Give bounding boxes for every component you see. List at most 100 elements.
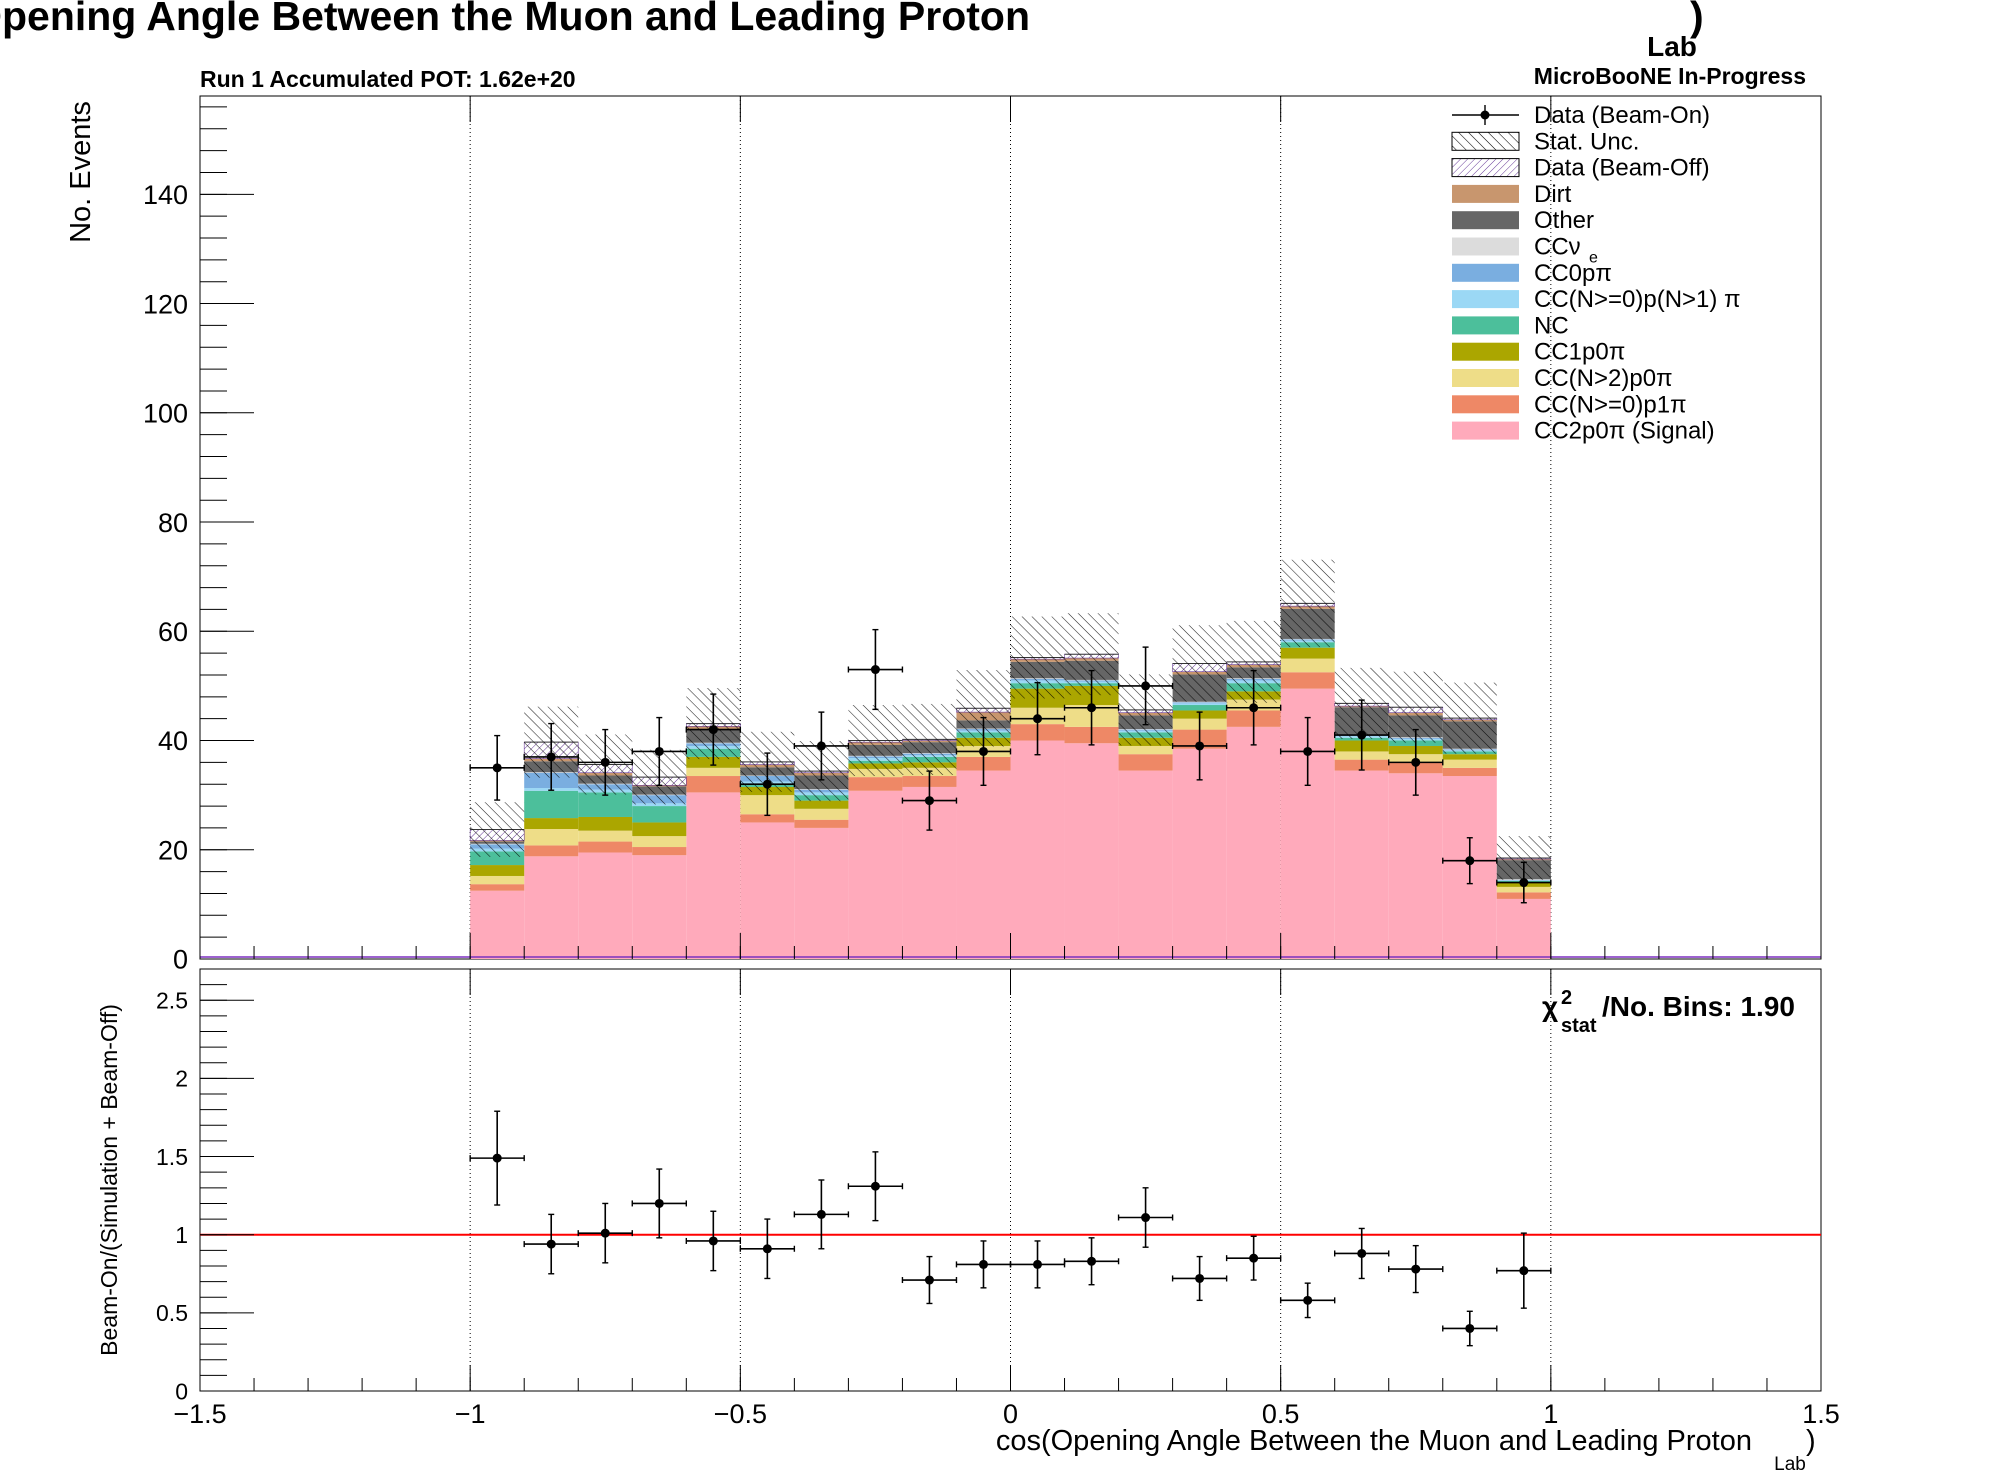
ratio-plot-panel: 0 0.5 1 1.5 2 2.5 −1.5 −1 −0.5 0 0.5 1 1.5 Beam-On/(… <box>96 968 1840 1472</box>
histogram-bar-segment <box>524 818 579 830</box>
chart-title: cos(Opening Angle Between the Muon and L… <box>0 0 1030 39</box>
ratio-point-marker <box>1087 1256 1097 1266</box>
data-point-marker <box>654 746 664 756</box>
legend-label: CC(N>=0)p(N>1) π <box>1534 286 1741 313</box>
histogram-bar-segment <box>1496 898 1551 959</box>
legend-label: CC(N>2)p0π <box>1534 365 1673 392</box>
histogram-bar-segment <box>632 806 687 823</box>
ratio-point-marker <box>1195 1273 1205 1283</box>
main-y-tick-label: 60 <box>158 617 188 647</box>
legend-swatch-stat-unc <box>1451 131 1520 151</box>
data-point-marker <box>1519 878 1529 888</box>
histogram-bar-segment <box>1226 726 1281 959</box>
chi2-label: χ 2 stat /No. Bins: 1.90 <box>1542 987 1795 1037</box>
ratio-y-tick-label: 2 <box>175 1066 188 1092</box>
legend-label: CC(N>=0)p1π <box>1534 391 1687 418</box>
chi2-value: /No. Bins: 1.90 <box>1602 991 1795 1022</box>
ratio-x-tick-label: −1.5 <box>173 1399 226 1429</box>
legend-swatch <box>1452 421 1519 440</box>
data-point-marker <box>1357 730 1367 740</box>
histogram-bar-segment <box>794 819 849 828</box>
ratio-xlabel-close: ) <box>1806 1425 1816 1457</box>
ratio-point-marker <box>1033 1259 1043 1269</box>
histogram-bar-segment <box>794 800 849 809</box>
main-y-tick-label: 100 <box>143 399 188 429</box>
run-label: Run 1 Accumulated POT: 1.62e+20 <box>200 66 576 92</box>
histogram-bar-segment <box>524 829 579 846</box>
data-point-marker <box>546 752 556 762</box>
legend-swatch <box>1452 237 1519 256</box>
legend-swatch <box>1452 290 1519 309</box>
ratio-y-tick-label: 1.5 <box>156 1144 188 1170</box>
ratio-y-tick-label: 0.5 <box>156 1300 188 1326</box>
histogram-bar-segment <box>1010 740 1065 959</box>
data-point-marker <box>1303 746 1313 756</box>
chart-title-close: ) <box>1690 0 1704 39</box>
histogram-bar-segment <box>848 777 903 791</box>
ratio-point-marker <box>924 1275 934 1285</box>
ratio-point-marker <box>816 1209 826 1219</box>
legend-swatch-beam-off <box>1451 158 1520 178</box>
histogram-bar-segment <box>1172 705 1227 711</box>
ratio-axes: 0 0.5 1 1.5 2 2.5 −1.5 −1 −0.5 0 0.5 1 1.5 <box>156 968 1840 1429</box>
data-point-marker <box>1087 703 1097 713</box>
data-point-marker <box>1141 681 1151 691</box>
data-point-marker <box>1195 741 1205 751</box>
histogram-bar-segment <box>1280 647 1335 659</box>
histogram-bar-segment <box>686 776 741 793</box>
histogram-bar-segment <box>470 865 525 876</box>
legend-swatch <box>1452 211 1519 230</box>
histogram-bar-segment <box>578 830 633 842</box>
legend-swatch <box>1452 395 1519 414</box>
ratio-point-marker <box>870 1181 880 1191</box>
main-y-tick-label: 20 <box>158 835 188 865</box>
chi2-symbol: χ <box>1542 991 1558 1022</box>
legend-label: Data (Beam-Off) <box>1534 155 1710 182</box>
legend-label: NC <box>1534 312 1569 339</box>
main-plot-panel: 0 20 40 60 80 100 120 140 No. Events Data (Beam… <box>65 95 1822 975</box>
legend-swatch <box>1452 342 1519 361</box>
histogram-bar-segment <box>470 890 525 959</box>
legend-swatch <box>1452 263 1519 282</box>
histogram-bar-segment <box>1118 754 1173 771</box>
chart-title-subscript: Lab <box>1647 31 1697 62</box>
legend-label: Data (Beam-On) <box>1534 102 1710 129</box>
histogram-bar-segment <box>578 792 633 817</box>
histogram-bar-segment <box>1280 658 1335 673</box>
main-y-tick-label: 0 <box>173 945 188 975</box>
legend-marker-dot <box>1480 110 1490 120</box>
ratio-y-tick-label: 2.5 <box>156 988 188 1014</box>
legend-swatch <box>1452 369 1519 387</box>
histogram-bar-segment <box>794 808 849 820</box>
histogram-bar-segment <box>470 875 525 885</box>
data-point-marker <box>492 763 502 773</box>
ratio-point-marker <box>1411 1264 1421 1274</box>
legend-swatch <box>1452 316 1519 335</box>
ratio-point-marker <box>1519 1266 1529 1276</box>
legend-label: CCν <box>1534 234 1581 261</box>
histogram-bar-segment <box>794 827 849 959</box>
ratio-x-tick-label: 0.5 <box>1262 1399 1300 1429</box>
stat-unc-bar <box>848 705 903 777</box>
histogram-bar-segment <box>1172 703 1227 706</box>
legend-label: CC0pπ <box>1534 260 1612 287</box>
ratio-point-marker <box>1465 1323 1475 1333</box>
data-point-marker <box>924 796 934 806</box>
ratio-xlabel-subscript: Lab <box>1774 1454 1806 1472</box>
ratio-point-marker <box>600 1228 610 1238</box>
ratio-point-marker <box>654 1198 664 1208</box>
ratio-x-tick-label: −0.5 <box>714 1399 767 1429</box>
data-point-marker <box>762 779 772 789</box>
ratio-point-marker <box>1141 1213 1151 1223</box>
data-point-marker <box>816 741 826 751</box>
main-axes: 0 20 40 60 80 100 120 140 <box>143 96 1822 975</box>
histogram-bar-segment <box>1172 702 1227 704</box>
stat-unc-band <box>470 559 1551 880</box>
main-y-tick-label: 80 <box>158 508 188 538</box>
stat-unc-bar <box>1172 625 1227 702</box>
histogram-bar-segment <box>740 814 795 823</box>
histogram-bar-segment <box>1388 773 1443 959</box>
ratio-point-marker <box>546 1239 556 1249</box>
chi2-superscript: 2 <box>1561 987 1572 1009</box>
ratio-point-marker <box>978 1259 988 1269</box>
